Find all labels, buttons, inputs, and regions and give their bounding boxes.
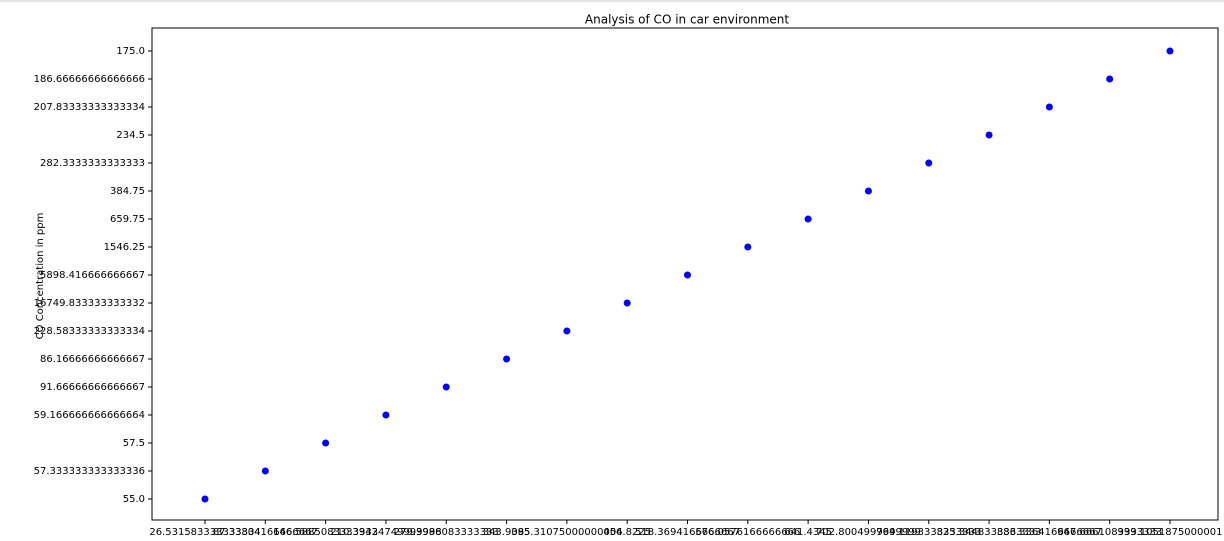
x-tick-label: 999.1051875000001 xyxy=(1118,527,1223,538)
x-tick-label: 825.3448333333333 xyxy=(937,527,1042,538)
x-tick-label: 87.33804166666667 xyxy=(213,527,318,538)
x-tick-label: 210.39424749999998 xyxy=(330,527,441,538)
x-tick-label: 26.531583333333334 xyxy=(149,527,260,538)
point xyxy=(201,495,209,503)
point xyxy=(261,467,269,475)
x-tick-label: 146.5885083333333 xyxy=(273,527,378,538)
y-tick-label: 57.5 xyxy=(123,438,145,449)
y-tick-label: 91.66666666666667 xyxy=(40,382,145,393)
y-tick-label: 659.75 xyxy=(110,214,145,225)
chart-title: Analysis of CO in car environment xyxy=(585,13,789,27)
x-tick-label: 279.3986083333333 xyxy=(394,527,499,538)
y-tick-label: 16749.833333333332 xyxy=(34,298,145,309)
point xyxy=(623,299,631,307)
y-tick-label: 384.75 xyxy=(110,186,145,197)
x-tick-label: 947.6661083333333 xyxy=(1057,527,1162,538)
y-axis-label: CO Concentration in ppm xyxy=(35,213,46,340)
y-tick-label: 55.0 xyxy=(123,494,145,505)
x-tick-label: 764.1193333333333 xyxy=(876,527,981,538)
y-tick-label: 5898.416666666667 xyxy=(40,270,145,281)
x-tick-label: 456.8225 xyxy=(603,527,651,538)
y-tick-label: 234.5 xyxy=(116,130,145,141)
x-tick-label: 343.9085 xyxy=(483,527,531,538)
x-tick-label: 886.3364166666667 xyxy=(997,527,1102,538)
y-tick-label: 1546.25 xyxy=(104,242,145,253)
point xyxy=(804,215,812,223)
point xyxy=(985,131,993,139)
point xyxy=(744,243,752,251)
point xyxy=(1045,103,1053,111)
plot-frame xyxy=(151,27,1219,521)
y-tick-label: 228.58333333333334 xyxy=(34,326,145,337)
y-tick-label: 86.16666666666667 xyxy=(40,354,145,365)
point xyxy=(864,187,872,195)
x-tick-label: 641.4345 xyxy=(784,527,832,538)
point xyxy=(684,271,691,279)
x-tick-label: 576.0576166666666 xyxy=(695,527,800,538)
point xyxy=(1106,75,1114,83)
y-tick-label: 175.0 xyxy=(116,46,145,57)
y-tick-label: 57.333333333333336 xyxy=(34,466,145,477)
x-tick-label: 395.31075000000004 xyxy=(511,527,622,538)
point xyxy=(925,159,933,167)
y-tick-label: 59.166666666666664 xyxy=(34,410,145,421)
point xyxy=(503,355,511,363)
point xyxy=(563,327,571,335)
point xyxy=(322,439,330,447)
y-tick-label: 207.83333333333334 xyxy=(34,102,145,113)
x-tick-label: 518.3694166666667 xyxy=(635,527,740,538)
y-tick-label: 282.3333333333333 xyxy=(40,158,145,169)
point xyxy=(442,383,450,391)
point xyxy=(1166,47,1174,55)
y-tick-label: 186.66666666666666 xyxy=(34,74,145,85)
point xyxy=(382,411,390,419)
x-tick-label: 702.8004999999999 xyxy=(816,527,921,538)
